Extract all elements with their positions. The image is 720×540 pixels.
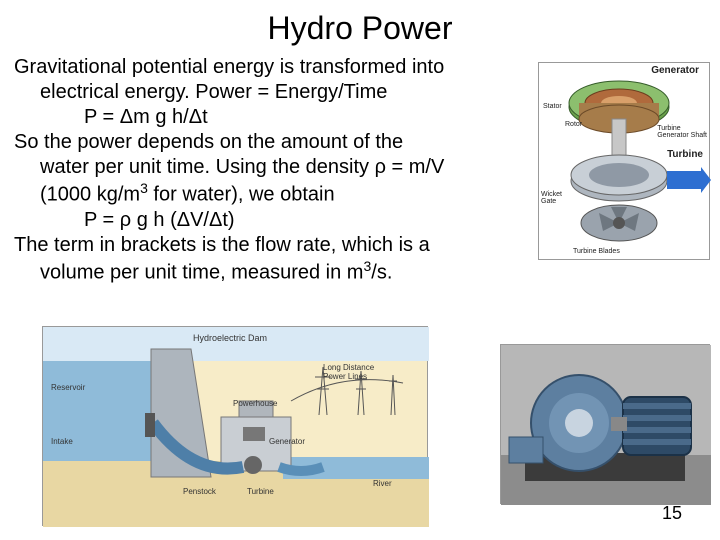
equation: P = Δm g h/Δt (14, 105, 520, 130)
shaft-label: Turbine Generator Shaft (657, 125, 707, 139)
turbine-label: Turbine (247, 487, 274, 496)
turbine-caption: Turbine (667, 149, 703, 160)
text-fragment: /s. (371, 261, 392, 283)
generator-turbine-diagram: Generator Turbine Stator Rotor Turbine G… (538, 62, 710, 260)
reservoir-label: Reservoir (51, 383, 85, 392)
wicket-label: Wicket Gate (541, 191, 562, 205)
generator-svg (539, 63, 711, 261)
waterflow-label: Water Flow (680, 191, 699, 205)
text-line: Gravitational potential energy is transf… (14, 56, 444, 78)
page-title: Hydro Power (0, 0, 720, 55)
page-number: 15 (662, 503, 682, 524)
river-label: River (373, 479, 392, 488)
intake-label: Intake (51, 437, 73, 446)
equation: P = ρ g h (ΔV/Δt) (14, 208, 520, 233)
text-fragment: (1000 kg/m (40, 184, 140, 206)
text-line: water per unit time. Using the density ρ… (14, 155, 520, 180)
turbine-photo (500, 344, 710, 504)
stator-label: Stator (543, 103, 562, 110)
superscript: 3 (140, 180, 148, 196)
turbine-photo-svg (501, 345, 711, 505)
text-line: volume per unit time, measured in m3/s. (14, 258, 520, 286)
text-fragment: volume per unit time, measured in m (40, 261, 363, 283)
text-fragment: for water), we obtain (148, 184, 335, 206)
dam-svg (43, 327, 429, 527)
blades-label: Turbine Blades (573, 248, 620, 255)
generator-caption: Generator (651, 65, 699, 76)
dam-title: Hydroelectric Dam (193, 333, 267, 343)
generator-label: Generator (269, 437, 305, 446)
powerhouse-label: Powerhouse (233, 399, 277, 408)
dam-cross-section-diagram: Hydroelectric Dam Reservoir Intake Power… (42, 326, 428, 526)
text-line: (1000 kg/m3 for water), we obtain (14, 180, 520, 208)
powerlines-label: Long Distance Power Lines (323, 363, 374, 381)
penstock-label: Penstock (183, 487, 216, 496)
text-fragment: water per unit time. Using the density ρ… (40, 156, 444, 178)
text-line: electrical energy. Power = Energy/Time (14, 80, 520, 105)
text-line: So the power depends on the amount of th… (14, 131, 403, 153)
text-line: The term in brackets is the flow rate, w… (14, 234, 430, 256)
rotor-label: Rotor (565, 121, 582, 128)
